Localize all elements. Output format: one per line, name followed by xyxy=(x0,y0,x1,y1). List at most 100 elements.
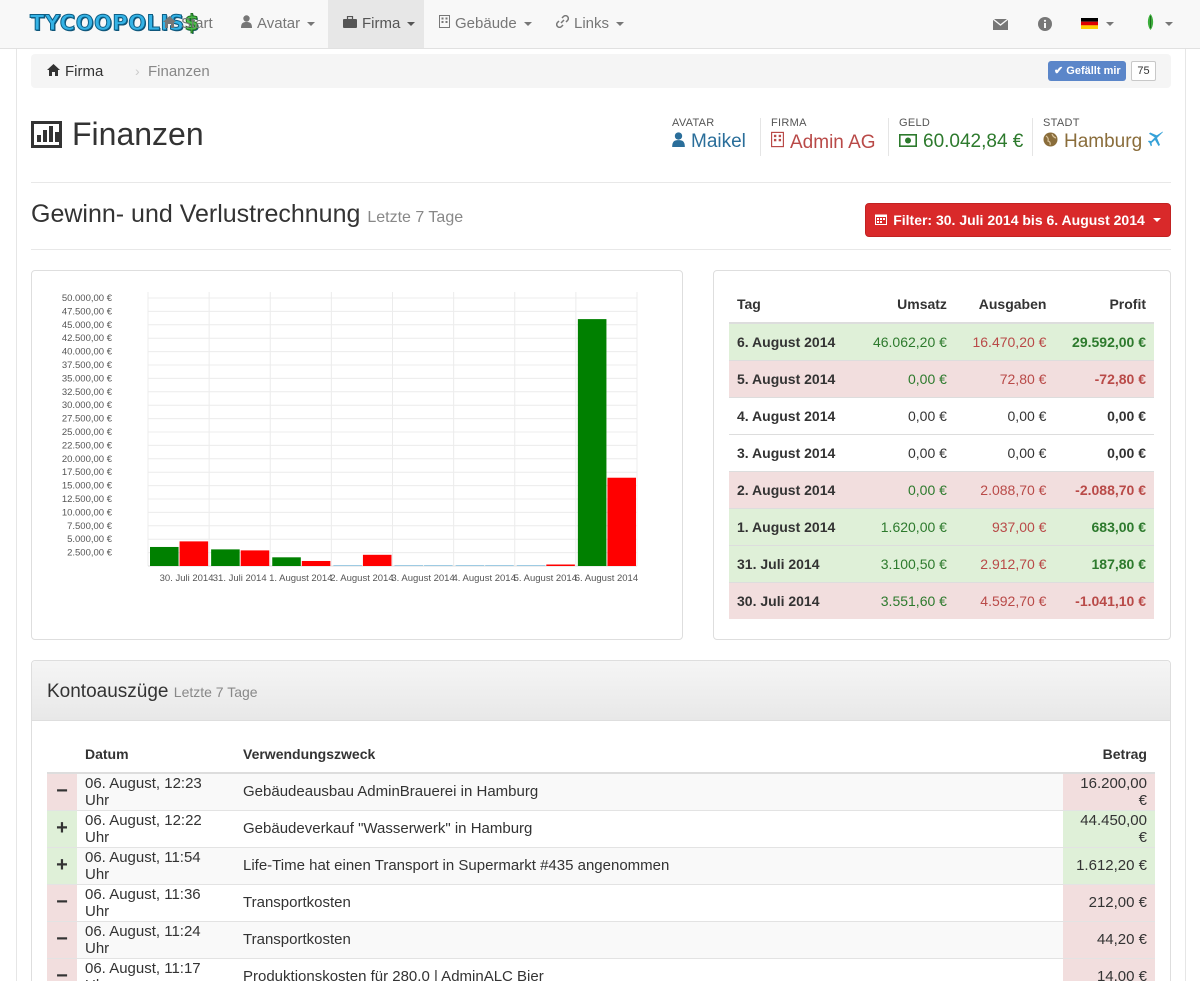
language-dropdown[interactable] xyxy=(1081,0,1114,48)
chart-bar xyxy=(546,564,575,566)
avatar-link[interactable]: Maikel xyxy=(672,131,746,153)
info-icon[interactable] xyxy=(1038,0,1052,48)
chevron-down-icon xyxy=(307,22,316,26)
firma-link[interactable]: Admin AG xyxy=(771,131,876,154)
transaction-date: 06. August, 11:24 Uhr xyxy=(77,920,235,958)
pl-table: Tag Umsatz Ausgaben Profit 6. August 201… xyxy=(729,285,1154,619)
stat-divider xyxy=(760,118,761,156)
pl-day: 3. August 2014 xyxy=(729,433,856,471)
y-tick-label: 25.000,00 € xyxy=(62,427,113,438)
pl-day: 4. August 2014 xyxy=(729,396,856,434)
chart-bar xyxy=(516,565,546,566)
y-tick-label: 10.000,00 € xyxy=(62,507,113,518)
chart-bar xyxy=(150,546,179,566)
table-row: −06. August, 12:23 Uhr Gebäudeausbau Admi… xyxy=(47,772,1155,810)
chevron-down-icon xyxy=(1106,22,1114,26)
nav-links[interactable]: Links xyxy=(541,0,639,48)
chart-bar xyxy=(211,549,240,566)
y-tick-label: 32.500,00 € xyxy=(62,387,113,398)
pl-ausgaben: 72,80 € xyxy=(954,359,1055,397)
pl-row: 3. August 2014 0,00 €0,00 €0,00 € xyxy=(729,433,1154,471)
pl-ausgaben: 4.592,70 € xyxy=(954,581,1055,619)
plane-icon[interactable] xyxy=(1148,131,1164,153)
stat-firma: Firma Admin AG xyxy=(771,117,876,154)
pl-ausgaben: 16.470,20 € xyxy=(954,322,1055,360)
transaction-purpose: Transportkosten xyxy=(235,883,1063,921)
transaction-purpose: Gebäudeausbau AdminBrauerei in Hamburg xyxy=(235,772,1063,810)
home-icon xyxy=(163,1,176,47)
stat-stadt: Stadt Hamburg xyxy=(1043,117,1164,153)
minus-icon: − xyxy=(47,883,77,921)
stat-avatar: Avatar Maikel xyxy=(672,117,746,153)
col-ausgaben: Ausgaben xyxy=(954,285,1055,324)
pl-umsatz: 0,00 € xyxy=(855,470,955,508)
minus-icon: − xyxy=(47,920,77,958)
transaction-date: 06. August, 11:17 Uhr xyxy=(77,957,235,981)
transaction-purpose: Produktionskosten für 280,0 | AdminALC B… xyxy=(235,957,1063,981)
y-tick-label: 45.000,00 € xyxy=(62,320,113,331)
divider xyxy=(31,249,1171,250)
nav-firma[interactable]: Firma xyxy=(328,0,424,48)
chart-bar xyxy=(333,565,362,566)
pl-umsatz: 46.062,20 € xyxy=(855,322,955,360)
flag-de-icon xyxy=(1081,16,1098,33)
pl-profit: -1.041,10 € xyxy=(1054,581,1154,619)
pl-ausgaben: 0,00 € xyxy=(954,396,1055,434)
pl-profit: 187,80 € xyxy=(1054,544,1154,582)
x-tick-label: 3. August 2014 xyxy=(391,573,454,584)
y-tick-label: 47.500,00 € xyxy=(62,306,113,317)
like-count: 75 xyxy=(1131,61,1156,81)
mail-icon[interactable] xyxy=(993,0,1008,48)
nav-start[interactable]: Start xyxy=(148,0,228,48)
transaction-amount: 16.200,00 € xyxy=(1063,772,1155,810)
transaction-amount: 14,00 € xyxy=(1063,957,1155,981)
briefcase-icon xyxy=(343,1,357,47)
transaction-date: 06. August, 11:36 Uhr xyxy=(77,883,235,921)
stadt-link[interactable]: Hamburg xyxy=(1043,131,1164,153)
y-tick-label: 22.500,00 € xyxy=(62,440,113,451)
pl-row: 30. Juli 2014 3.551,60 €4.592,70 € -1.041,… xyxy=(729,581,1154,619)
nav-avatar[interactable]: Avatar xyxy=(226,0,330,48)
col-betrag: Betrag xyxy=(1063,735,1155,774)
chevron-down-icon xyxy=(1165,22,1173,26)
bar-chart-icon xyxy=(31,121,62,148)
col-sign xyxy=(47,735,77,774)
page-container xyxy=(16,49,1186,981)
pl-row: 2. August 2014 0,00 €2.088,70 € -2.088,70 … xyxy=(729,470,1154,508)
transaction-amount: 44.450,00 € xyxy=(1063,809,1155,847)
nav-gebaeude[interactable]: Gebäude xyxy=(424,0,547,48)
like-button[interactable]: ✔ Gefällt mir xyxy=(1048,61,1126,81)
kontoauszuege-title: Kontoauszüge Letzte 7 Tage xyxy=(32,661,1170,721)
x-tick-label: 30. Juli 2014 xyxy=(160,573,214,584)
plus-icon: + xyxy=(47,809,77,847)
pl-ausgaben: 2.912,70 € xyxy=(954,544,1055,582)
account-dropdown[interactable] xyxy=(1146,0,1173,48)
filter-button[interactable]: Filter: 30. Juli 2014 bis 6. August 2014 xyxy=(865,203,1171,237)
chart-bar xyxy=(424,565,453,566)
x-tick-label: 31. Juli 2014 xyxy=(213,573,267,584)
divider xyxy=(31,182,1171,183)
y-tick-label: 37.500,00 € xyxy=(62,360,113,371)
y-tick-label: 20.000,00 € xyxy=(62,454,113,465)
chart-bar xyxy=(179,541,209,566)
minus-icon: − xyxy=(47,957,77,981)
stat-divider xyxy=(888,118,889,156)
y-tick-label: 2.500,00 € xyxy=(67,548,113,559)
breadcrumb-firma[interactable]: Firma xyxy=(47,63,103,80)
chevron-down-icon xyxy=(1152,218,1161,222)
transaction-amount: 44,20 € xyxy=(1063,920,1155,958)
pl-day: 30. Juli 2014 xyxy=(729,581,856,619)
pl-ausgaben: 2.088,70 € xyxy=(954,470,1055,508)
transaction-amount: 212,00 € xyxy=(1063,883,1155,921)
chevron-down-icon xyxy=(407,22,416,26)
pl-day: 1. August 2014 xyxy=(729,507,856,545)
chevron-down-icon xyxy=(616,22,625,26)
chart-bar xyxy=(301,560,331,566)
chart-bar xyxy=(577,319,607,566)
y-tick-label: 12.500,00 € xyxy=(62,494,113,505)
pl-row: 6. August 2014 46.062,20 €16.470,20 €29.5… xyxy=(729,322,1154,360)
plus-icon: + xyxy=(47,846,77,884)
transaction-date: 06. August, 11:54 Uhr xyxy=(77,846,235,884)
y-tick-label: 17.500,00 € xyxy=(62,467,113,478)
tycoopolis-logo[interactable]: TYCOOPOLIS $ xyxy=(29,11,200,36)
